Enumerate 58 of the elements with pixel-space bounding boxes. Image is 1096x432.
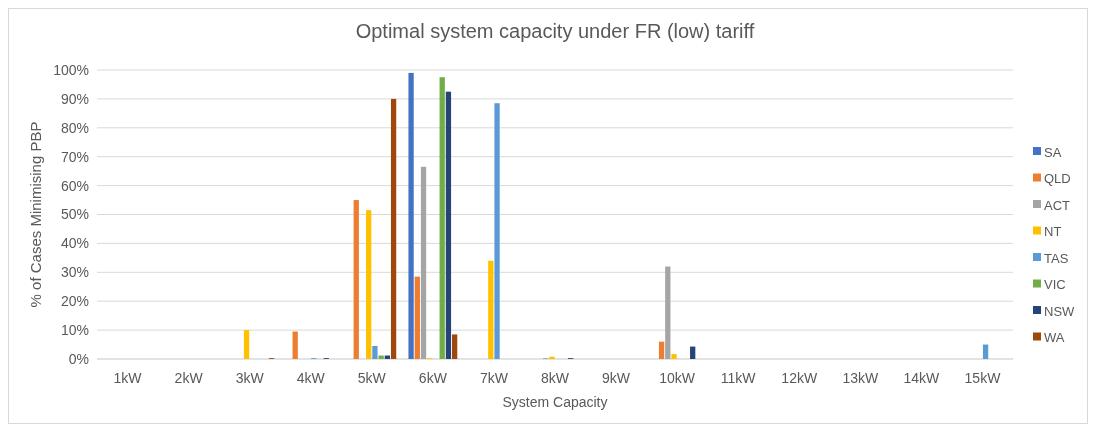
bar	[671, 354, 677, 359]
y-tick-label: 80%	[60, 119, 89, 136]
bar	[372, 346, 378, 359]
chart-title: Optimal system capacity under FR (low) tariff	[355, 20, 755, 42]
bar	[665, 266, 671, 359]
x-tick-label: 8kW	[541, 370, 570, 386]
x-tick-label: 1kW	[113, 370, 143, 386]
bar	[690, 346, 696, 359]
legend-label: QLD	[1044, 171, 1071, 187]
x-tick-label: 5kW	[357, 370, 387, 386]
bar	[549, 356, 555, 359]
x-tick-label: 9kW	[602, 370, 631, 386]
bar	[445, 91, 452, 359]
y-tick-label: 40%	[60, 235, 89, 252]
bar	[378, 355, 384, 359]
x-tick-label: 10kW	[659, 370, 696, 386]
legend-label: SA	[1044, 144, 1062, 160]
x-tick-label: 3kW	[235, 370, 265, 386]
bar	[494, 103, 500, 359]
y-tick-label: 50%	[60, 206, 89, 223]
bar	[292, 331, 298, 359]
bar	[390, 98, 397, 359]
y-tick-label: 60%	[60, 177, 89, 194]
legend-label: ACT	[1044, 197, 1071, 213]
y-tick-label: 90%	[60, 90, 89, 107]
x-tick-label: 12kW	[781, 370, 818, 386]
y-tick-label: 0%	[68, 350, 89, 367]
x-axis-title: System Capacity	[502, 394, 608, 410]
bar	[488, 260, 494, 359]
y-tick-label: 70%	[60, 148, 89, 165]
x-tick-label: 7kW	[479, 370, 509, 386]
bar	[439, 77, 445, 359]
x-tick-label: 4kW	[296, 370, 326, 386]
bar	[353, 200, 359, 359]
y-axis-title: % of Cases Minimising PBP	[27, 121, 44, 308]
legend-label: NT	[1044, 224, 1062, 240]
x-tick-label: 13kW	[842, 370, 880, 386]
legend-label: WA	[1044, 330, 1065, 346]
x-tick-label: 11kW	[720, 370, 757, 386]
bar	[366, 210, 372, 359]
y-tick-label: 100%	[53, 61, 89, 78]
y-tick-label: 10%	[60, 322, 89, 338]
bar	[414, 276, 420, 359]
y-tick-label: 30%	[60, 264, 89, 281]
legend-label: NSW	[1044, 303, 1076, 319]
legend-label: TAS	[1044, 250, 1069, 266]
legend-label: VIC	[1044, 277, 1066, 293]
x-tick-label: 14kW	[903, 370, 941, 386]
bar	[982, 344, 989, 359]
bar	[452, 334, 458, 359]
bar	[408, 72, 414, 359]
bar	[420, 166, 427, 359]
bar	[243, 330, 250, 359]
x-tick-label: 15kW	[964, 370, 1002, 386]
y-tick-label: 20%	[60, 293, 89, 310]
x-tick-label: 2kW	[174, 370, 204, 386]
x-tick-label: 6kW	[418, 370, 448, 386]
bar	[658, 341, 665, 359]
